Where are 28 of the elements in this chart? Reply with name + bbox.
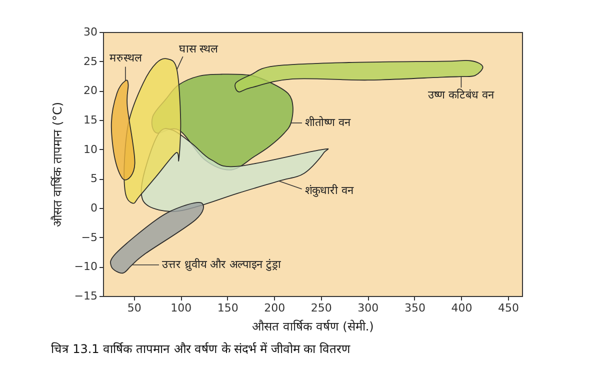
x-tick-label: 450: [498, 302, 519, 314]
y-tick-label: −15: [74, 290, 98, 302]
x-tick-label: 250: [310, 302, 332, 314]
y-tick-label: −5: [81, 230, 98, 244]
x-tick-label: 50: [127, 302, 142, 314]
x-tick-label: 200: [264, 302, 286, 314]
y-axis-title: औसत वार्षिक तापमान (°C): [50, 102, 64, 228]
annotation: उत्तर ध्रुवीय और अल्पाइन टुंड्रा: [162, 258, 281, 271]
x-tick-label: 350: [404, 302, 426, 314]
annotation: मरुस्थल: [109, 52, 142, 65]
annotation: घास स्थल: [178, 42, 218, 56]
x-tick-label: 300: [358, 302, 379, 314]
x-axis-title: औसत वार्षिक वर्षण (सेमी.): [252, 320, 374, 334]
y-tick-label: 5: [90, 172, 98, 186]
y-tick-label: 10: [84, 142, 98, 156]
x-tick-label: 100: [170, 302, 192, 314]
y-tick-label: 0: [90, 202, 98, 214]
y-tick-label: 25: [84, 54, 98, 68]
y-tick-label: 15: [84, 114, 98, 126]
annotation: शंकुधारी वन: [304, 184, 354, 198]
x-tick-label: 150: [217, 302, 238, 314]
x-tick-label: 400: [451, 302, 472, 314]
annotation: शीतोष्ण वन: [304, 116, 352, 129]
y-tick-label: 20: [84, 84, 98, 98]
annotation: उष्ण कटिबंध वन: [428, 88, 496, 102]
y-tick-label: −10: [74, 260, 98, 274]
y-tick-label: 30: [84, 26, 98, 38]
text: चित्र 13.1 वार्षिक तापमान और वर्षण के संदर्भ में जीवोम का वितरण: [50, 342, 350, 356]
